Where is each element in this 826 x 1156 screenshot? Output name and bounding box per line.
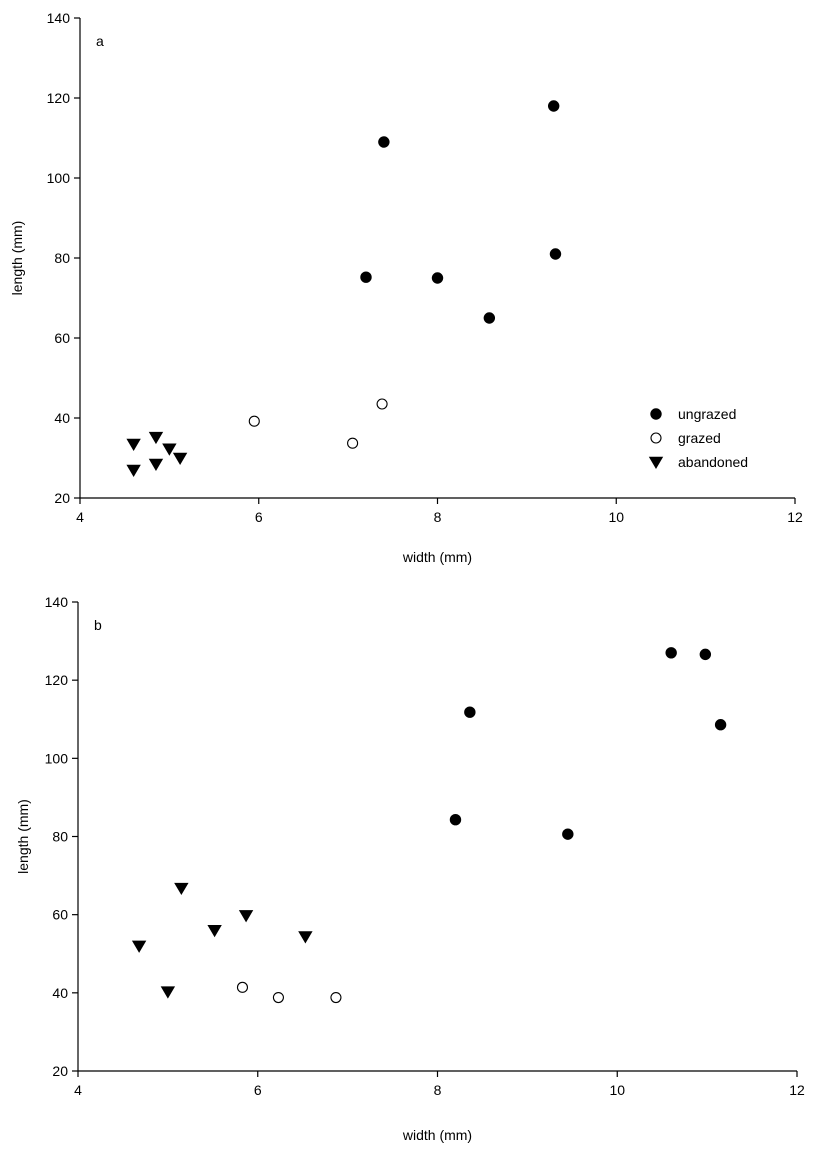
chart-panel-b: 20 40 60 80 100 120 140 4 6 8 10 12 width (mm) length… [15,594,805,1143]
y-tick-label: 140 [45,594,69,610]
y-tick-label: 140 [47,10,71,26]
y-tick-label: 60 [54,330,70,346]
y-tick-label: 80 [54,250,70,266]
panel-label: b [94,617,102,633]
data-point-ungrazed [714,719,727,731]
legend-marker-ungrazed [650,408,662,420]
data-point-grazed [272,991,284,1004]
data-point-ungrazed [360,271,372,283]
data-point-grazed [330,991,342,1004]
data-point-abandoned [148,458,164,471]
y-tick-label: 40 [54,410,70,426]
y-tick-label: 80 [52,829,68,845]
data-point-abandoned [207,925,222,938]
y-tick-label: 20 [54,490,70,506]
data-point-abandoned [298,931,313,944]
legend-marker-grazed [650,432,662,444]
legend: ungrazed grazed abandoned [648,406,748,470]
y-axis-title: length (mm) [15,799,31,874]
x-tick-label: 4 [76,509,84,525]
x-tick-label: 12 [789,1082,805,1098]
y-axis-title: length (mm) [9,221,25,296]
chart-panel-a: 20 40 60 80 100 120 140 4 6 8 10 12 width (mm) length… [9,10,803,565]
data-point-ungrazed [665,647,677,659]
data-point-abandoned [238,910,254,923]
x-axis-title: width (mm) [402,1127,472,1143]
data-point-grazed [236,981,249,993]
data-point-ungrazed [699,648,712,661]
data-point-abandoned [162,443,177,456]
y-tick-label: 20 [52,1063,68,1079]
y-tick-label: 120 [45,672,69,688]
legend-label-ungrazed: ungrazed [678,406,736,422]
x-tick-label: 10 [608,509,624,525]
x-tick-label: 6 [254,1082,262,1098]
data-point-grazed [376,398,388,410]
data-point-ungrazed [562,828,574,840]
x-tick-label: 6 [255,509,263,525]
data-point-abandoned [126,464,141,477]
data-point-ungrazed [431,272,444,284]
x-axis-title: width (mm) [402,549,472,565]
legend-label-abandoned: abandoned [678,454,748,470]
y-tick-label: 60 [52,907,68,923]
legend-marker-abandoned [648,456,664,469]
x-tick-label: 8 [434,509,442,525]
x-tick-label: 12 [787,509,803,525]
data-point-abandoned [148,431,164,445]
y-tick-label: 100 [47,170,71,186]
y-tick-label: 120 [47,90,71,106]
data-point-abandoned [126,438,141,451]
data-point-ungrazed [464,706,476,718]
x-tick-label: 10 [609,1082,625,1098]
panel-label: a [96,33,104,49]
y-tick-label: 40 [52,985,68,1001]
data-point-ungrazed [547,100,560,112]
data-point-abandoned [131,940,147,953]
data-point-ungrazed [549,248,562,260]
data-point-abandoned [174,882,189,896]
data-point-ungrazed [378,136,390,148]
data-point-grazed [248,415,260,427]
data-point-ungrazed [449,813,462,826]
data-point-grazed [347,437,359,449]
data-point-ungrazed [483,312,496,324]
x-tick-label: 8 [434,1082,442,1098]
x-tick-label: 4 [74,1082,82,1098]
legend-label-grazed: grazed [678,430,721,446]
y-tick-label: 100 [45,750,69,766]
data-point-abandoned [160,986,176,999]
data-point-abandoned [172,452,188,465]
